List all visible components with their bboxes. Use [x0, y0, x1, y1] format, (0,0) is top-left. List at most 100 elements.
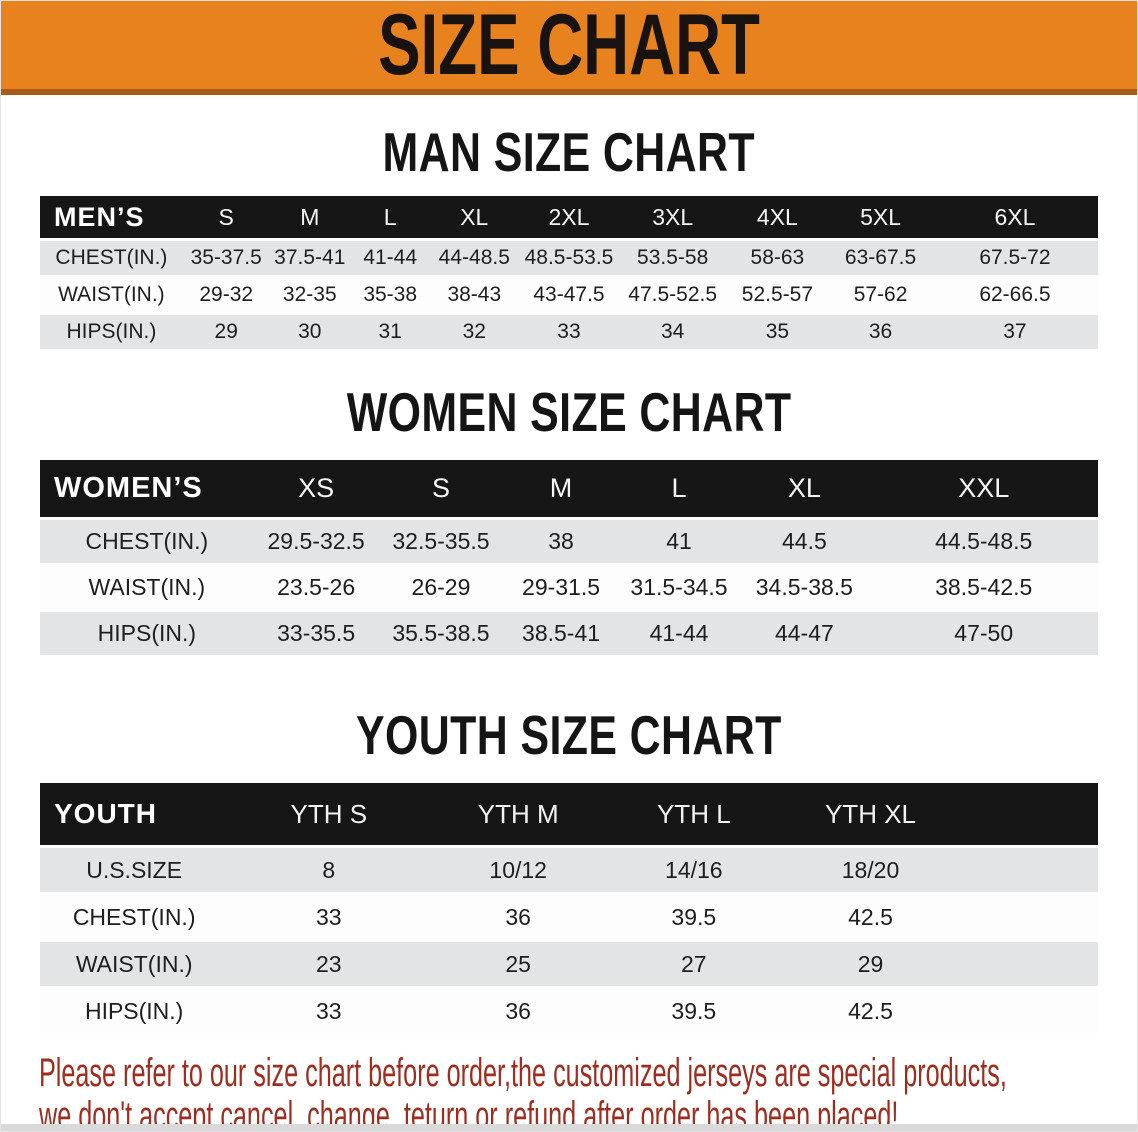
- size-header-cell: M: [503, 460, 619, 517]
- table-row: CHEST(IN.) 29.5-32.5 32.5-35.5 38 41 44.5 44.5…: [40, 520, 1098, 563]
- banner-title: SIZE CHART: [378, 0, 760, 93]
- size-header-cell: L: [618, 460, 740, 517]
- table-title-cell: WOMEN’S: [40, 460, 254, 517]
- header-row: MEN’S S M L XL 2XL 3XL 4XL 5XL 6XL: [40, 196, 1098, 238]
- table-row: WAIST(IN.) 23.5-26 26-29 29-31.5 31.5-34.5 34…: [40, 566, 1098, 609]
- value-cell: 35-38: [349, 278, 431, 312]
- row-label-cell: WAIST(IN.): [40, 278, 183, 312]
- value-cell: 39.5: [607, 989, 781, 1033]
- value-cell: 29.5-32.5: [253, 520, 379, 563]
- value-cell: 58-63: [725, 241, 830, 275]
- value-cell: 38.5-41: [503, 612, 619, 655]
- value-cell: 29-31.5: [503, 566, 619, 609]
- value-cell: 35: [725, 315, 830, 349]
- value-cell: 27: [607, 942, 781, 986]
- value-cell: 44-47: [739, 612, 870, 655]
- spacer-cell: [960, 848, 1098, 892]
- banner: SIZE CHART: [1, 1, 1137, 95]
- youth-chart-heading: YOUTH SIZE CHART: [356, 704, 782, 766]
- value-cell: 8: [228, 848, 430, 892]
- table-row: HIPS(IN.) 33-35.5 35.5-38.5 38.5-41 41-44 44-…: [40, 612, 1098, 655]
- spacer-cell: [960, 783, 1098, 845]
- value-cell: 41-44: [349, 241, 431, 275]
- size-header-cell: 4XL: [725, 196, 830, 238]
- value-cell: 29-32: [182, 278, 270, 312]
- value-cell: 25: [429, 942, 608, 986]
- value-cell: 33: [518, 315, 620, 349]
- value-cell: 41-44: [618, 612, 740, 655]
- size-header-cell: L: [349, 196, 431, 238]
- value-cell: 26-29: [378, 566, 504, 609]
- value-cell: 31.5-34.5: [618, 566, 740, 609]
- value-cell: 41: [618, 520, 740, 563]
- women-size-table: WOMEN’S XS S M L XL XXL CHEST(IN.) 29.5-32.5 32.5…: [40, 457, 1098, 658]
- size-header-cell: YTH M: [429, 783, 608, 845]
- table-row: CHEST(IN.) 33 36 39.5 42.5: [40, 895, 1098, 939]
- value-cell: 47-50: [869, 612, 1098, 655]
- value-cell: 36: [829, 315, 932, 349]
- value-cell: 62-66.5: [931, 278, 1098, 312]
- value-cell: 36: [429, 989, 608, 1033]
- value-cell: 33: [228, 989, 430, 1033]
- value-cell: 33-35.5: [253, 612, 379, 655]
- value-cell: 67.5-72: [931, 241, 1098, 275]
- size-header-cell: 2XL: [518, 196, 620, 238]
- value-cell: 37.5-41: [269, 241, 350, 275]
- value-cell: 14/16: [607, 848, 781, 892]
- value-cell: 47.5-52.5: [619, 278, 726, 312]
- table-row: U.S.SIZE 8 10/12 14/16 18/20: [40, 848, 1098, 892]
- youth-size-table: YOUTH YTH S YTH M YTH L YTH XL U.S.SIZE 8 10/12…: [40, 780, 1098, 1036]
- size-header-cell: XS: [253, 460, 379, 517]
- row-label-cell: WAIST(IN.): [40, 942, 229, 986]
- value-cell: 35-37.5: [182, 241, 270, 275]
- value-cell: 32-35: [269, 278, 350, 312]
- row-label-cell: CHEST(IN.): [40, 895, 229, 939]
- size-header-cell: YTH S: [228, 783, 430, 845]
- value-cell: 52.5-57: [725, 278, 830, 312]
- value-cell: 38: [503, 520, 619, 563]
- value-cell: 10/12: [429, 848, 608, 892]
- size-header-cell: YTH L: [607, 783, 781, 845]
- table-row: WAIST(IN.) 29-32 32-35 35-38 38-43 43-47.5 47.…: [40, 278, 1098, 312]
- value-cell: 48.5-53.5: [518, 241, 620, 275]
- size-header-cell: XL: [739, 460, 870, 517]
- size-header-cell: M: [269, 196, 350, 238]
- value-cell: 44.5-48.5: [869, 520, 1098, 563]
- value-cell: 32: [430, 315, 519, 349]
- disclaimer-line-1: Please refer to our size chart before or…: [39, 1051, 1007, 1095]
- size-header-cell: YTH XL: [780, 783, 961, 845]
- value-cell: 29: [780, 942, 961, 986]
- table-row: WAIST(IN.) 23 25 27 29: [40, 942, 1098, 986]
- size-header-cell: 3XL: [619, 196, 726, 238]
- value-cell: 29: [182, 315, 270, 349]
- value-cell: 32.5-35.5: [378, 520, 504, 563]
- youth-size-chart-section: YOUTH SIZE CHART YOUTH YTH S YTH M YTH L YTH…: [1, 708, 1137, 1036]
- value-cell: 30: [269, 315, 350, 349]
- value-cell: 34: [619, 315, 726, 349]
- value-cell: 63-67.5: [829, 241, 932, 275]
- men-chart-heading: MAN SIZE CHART: [382, 121, 756, 183]
- table-title-cell: MEN’S: [40, 196, 183, 238]
- value-cell: 44-48.5: [430, 241, 519, 275]
- table-row: CHEST(IN.) 35-37.5 37.5-41 41-44 44-48.5 48.5…: [40, 241, 1098, 275]
- value-cell: 43-47.5: [518, 278, 620, 312]
- value-cell: 34.5-38.5: [739, 566, 870, 609]
- value-cell: 44.5: [739, 520, 870, 563]
- value-cell: 23.5-26: [253, 566, 379, 609]
- value-cell: 42.5: [780, 989, 961, 1033]
- value-cell: 35.5-38.5: [378, 612, 504, 655]
- value-cell: 53.5-58: [619, 241, 726, 275]
- women-size-chart-section: WOMEN SIZE CHART WOMEN’S XS S M L XL XXL CHEST(…: [1, 385, 1137, 658]
- size-header-cell: S: [182, 196, 270, 238]
- row-label-cell: HIPS(IN.): [40, 612, 254, 655]
- table-row: HIPS(IN.) 33 36 39.5 42.5: [40, 989, 1098, 1033]
- spacer-cell: [960, 895, 1098, 939]
- men-size-table: MEN’S S M L XL 2XL 3XL 4XL 5XL 6XL CHEST(IN.) 35-37…: [40, 193, 1098, 352]
- men-size-chart-section: MAN SIZE CHART MEN’S S M L XL 2XL 3XL 4XL 5XL 6XL…: [1, 125, 1137, 352]
- header-row: YOUTH YTH S YTH M YTH L YTH XL: [40, 783, 1098, 845]
- size-header-cell: XXL: [869, 460, 1098, 517]
- value-cell: 37: [931, 315, 1098, 349]
- row-label-cell: CHEST(IN.): [40, 241, 183, 275]
- size-header-cell: 6XL: [931, 196, 1098, 238]
